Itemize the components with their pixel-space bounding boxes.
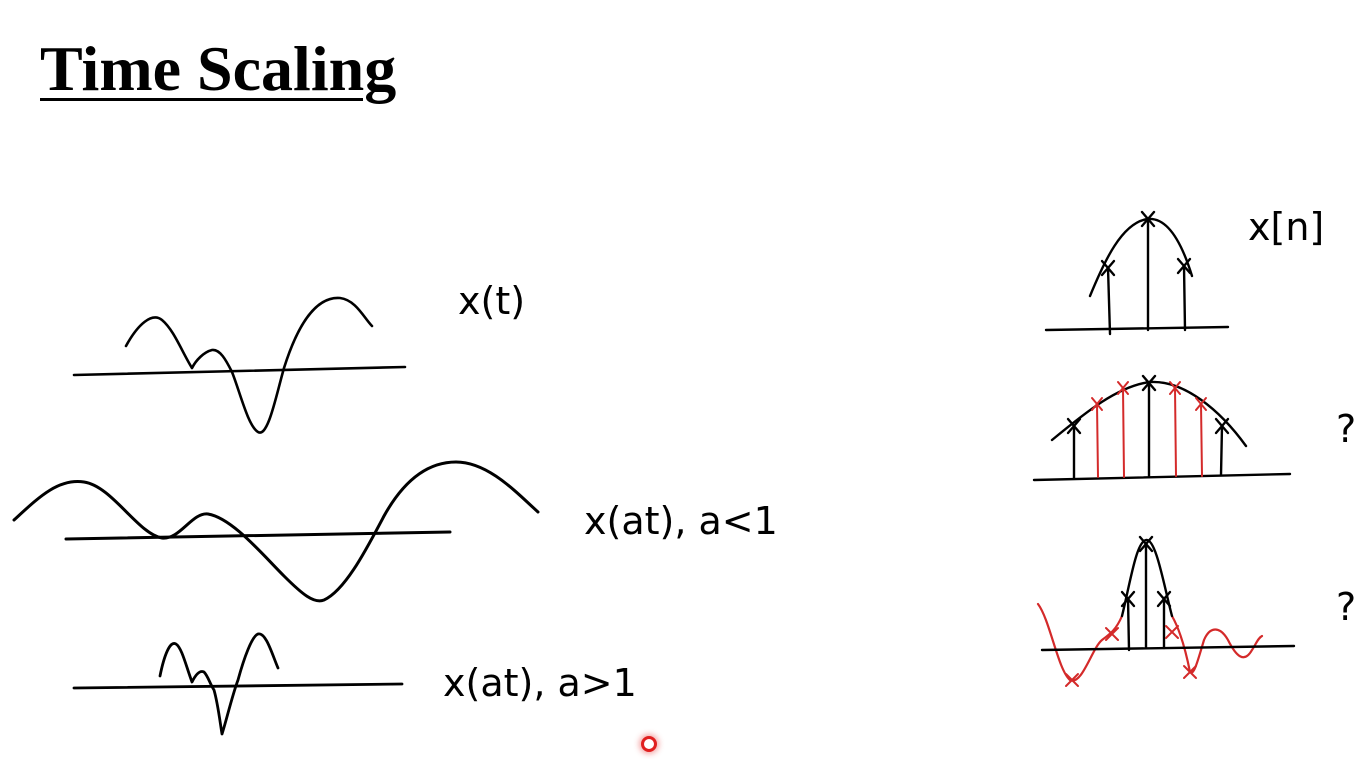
- sample-stem: [1182, 264, 1187, 332]
- axis-line: [1044, 325, 1230, 332]
- cross-icon: [1156, 590, 1172, 608]
- axis-line: [1040, 644, 1296, 652]
- discrete-compressed-sketch: [1036, 535, 1296, 687]
- envelope-curve: [1088, 217, 1194, 298]
- cross-icon: [1066, 417, 1082, 435]
- laser-pointer-icon: [641, 736, 657, 752]
- axis-line: [72, 682, 404, 690]
- sample-stem: [1106, 266, 1112, 336]
- cross-icon: [1091, 397, 1103, 411]
- continuous-stretched-sketch: [12, 460, 540, 603]
- added-sample-stem: [1200, 403, 1203, 477]
- sample-stem: [1219, 424, 1224, 477]
- envelope-curve: [1120, 538, 1174, 618]
- signal-curve: [12, 460, 540, 603]
- label-discrete-original: x[n]: [1248, 205, 1325, 249]
- axis-line: [1032, 472, 1292, 482]
- label-continuous-original: x(t): [458, 279, 526, 323]
- label-discrete-stretched-question: ?: [1336, 407, 1357, 451]
- cross-icon: [1065, 673, 1079, 687]
- discrete-stretched-sketch: [1032, 374, 1292, 482]
- signal-curve: [124, 296, 374, 434]
- cross-icon: [1183, 665, 1197, 679]
- cross-icon: [1138, 535, 1154, 553]
- cross-icon: [1140, 210, 1156, 228]
- discrete-original-sketch: [1044, 210, 1230, 336]
- cross-icon: [1214, 417, 1230, 435]
- cross-icon: [1169, 381, 1181, 395]
- axis-line: [64, 530, 452, 541]
- label-continuous-stretched: x(at), a<1: [584, 499, 778, 543]
- continuous-compressed-sketch: [72, 632, 404, 736]
- added-sample-stem: [1096, 403, 1099, 478]
- slide-title: Time Scaling: [40, 33, 397, 104]
- cross-icon: [1176, 257, 1192, 275]
- sample-stem: [1126, 596, 1131, 652]
- axis-line: [72, 365, 407, 377]
- added-sample-stem: [1174, 387, 1177, 477]
- label-discrete-compressed-question: ?: [1336, 585, 1357, 629]
- cross-icon: [1117, 381, 1129, 395]
- cross-icon: [1100, 259, 1116, 277]
- continuous-original-sketch: [72, 296, 407, 434]
- signal-curve: [158, 632, 280, 736]
- cross-icon: [1105, 627, 1119, 641]
- label-continuous-compressed: x(at), a>1: [443, 661, 637, 705]
- cross-icon: [1195, 397, 1207, 411]
- cross-icon: [1141, 374, 1157, 392]
- cross-icon: [1165, 625, 1179, 639]
- sinc-like-curve: [1036, 602, 1264, 682]
- cross-icon: [1120, 590, 1136, 608]
- added-sample-stem: [1122, 387, 1125, 478]
